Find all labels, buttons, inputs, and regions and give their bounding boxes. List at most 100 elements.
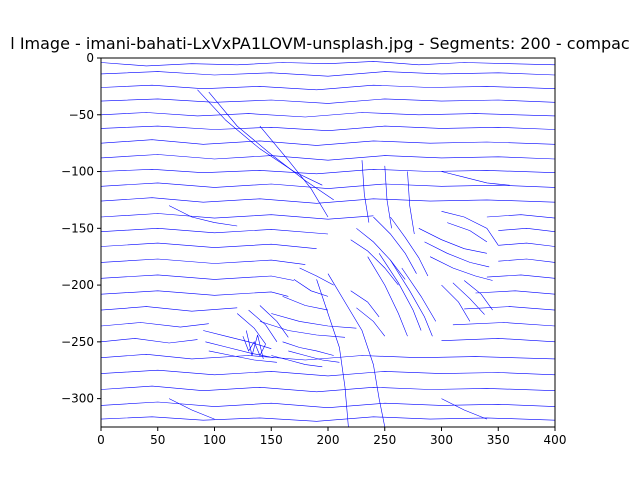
contour-line-57 (464, 280, 493, 311)
contour-line-54 (401, 267, 437, 322)
y-tick-label-6: −300 (61, 392, 94, 406)
contour-line-32 (101, 401, 555, 409)
x-tick-label-4: 200 (317, 433, 340, 447)
contour-line-43 (356, 228, 406, 280)
x-tick-label-2: 100 (203, 433, 226, 447)
y-axis: 0 −50 −100 −150 −200 −250 −300 (61, 51, 101, 406)
contour-line-0 (101, 61, 555, 67)
contour-line-44 (373, 216, 417, 274)
contour-line-5 (101, 125, 555, 132)
y-tick-label-2: −100 (61, 165, 94, 179)
contour-line-46 (418, 228, 487, 254)
contour-line-47 (424, 241, 490, 268)
y-tick-label-4: −200 (61, 278, 94, 292)
contour-line-8 (101, 168, 555, 175)
x-tick-label-0: 0 (97, 433, 105, 447)
contour-line-28 (441, 338, 555, 343)
contour-line-79 (441, 398, 488, 420)
contour-line-73 (271, 355, 323, 368)
contour-line-61 (271, 313, 357, 329)
contour-line-22 (475, 290, 555, 295)
contour-line-40 (384, 165, 392, 229)
x-tick-label-3: 150 (260, 433, 283, 447)
contour-line-24 (464, 306, 555, 311)
contour-line-14 (498, 227, 555, 232)
contour-line-60 (282, 296, 329, 311)
contour-line-38 (316, 279, 349, 427)
contour-line-45 (390, 216, 429, 277)
contour-line-13 (101, 227, 329, 235)
contour-line-66 (205, 341, 274, 358)
contour-line-53 (390, 259, 433, 337)
contour-line-19 (101, 274, 294, 281)
contour-line-58 (293, 279, 329, 297)
contour-line-12 (486, 214, 555, 219)
contour-line-23 (101, 306, 238, 312)
contour-line-76 (168, 205, 238, 227)
y-tick-label-1: −50 (69, 108, 94, 122)
contour-line-62 (259, 321, 346, 338)
contour-line-70 (259, 305, 289, 338)
contour-line-27 (101, 338, 198, 344)
contour-line-2 (101, 84, 555, 91)
contour-lines (101, 61, 555, 427)
contour-line-16 (498, 242, 555, 247)
contour-line-20 (486, 274, 555, 279)
contour-line-10 (101, 197, 555, 204)
x-tick-label-8: 400 (544, 433, 567, 447)
contour-line-35 (208, 91, 334, 201)
x-tick-label-7: 350 (487, 433, 510, 447)
contour-line-42 (350, 239, 399, 286)
contour-line-29 (101, 353, 555, 361)
contour-line-63 (350, 290, 380, 318)
contour-line-68 (237, 313, 266, 345)
contour-line-71 (282, 341, 334, 356)
contour-line-48 (429, 256, 493, 281)
contour-line-39 (361, 160, 370, 223)
contour-line-69 (248, 309, 278, 342)
y-tick-label-5: −250 (61, 335, 94, 349)
contour-line-33 (101, 416, 555, 422)
x-axis: 0 50 100 150 200 250 300 350 400 (97, 427, 566, 447)
contour-line-1 (101, 71, 555, 77)
contour-line-59 (299, 267, 334, 286)
contour-line-17 (101, 258, 306, 265)
contour-line-3 (101, 98, 555, 104)
contour-line-67 (208, 350, 277, 363)
contour-line-77 (441, 171, 510, 186)
contour-line-18 (498, 258, 555, 263)
contour-line-55 (441, 284, 471, 322)
contour-line-41 (407, 171, 415, 235)
contour-line-75 (246, 330, 264, 359)
x-tick-label-5: 250 (373, 433, 396, 447)
contour-line-25 (101, 322, 209, 328)
contour-line-52 (378, 253, 422, 331)
contour-line-72 (288, 350, 340, 363)
contour-line-49 (441, 211, 499, 246)
contour-line-6 (101, 139, 555, 146)
contour-line-9 (101, 182, 555, 189)
contour-line-21 (101, 290, 289, 297)
contour-line-26 (452, 322, 555, 327)
y-tick-label-3: −150 (61, 221, 94, 235)
contour-line-15 (101, 242, 317, 249)
contour-line-50 (447, 222, 488, 243)
contour-line-31 (101, 385, 555, 393)
contour-line-64 (356, 307, 386, 337)
contour-line-4 (101, 112, 555, 118)
contour-line-78 (168, 398, 215, 420)
chart-title: l Image - imani-bahati-LxVxPA1LOVM-unspl… (10, 34, 629, 53)
contour-line-30 (101, 369, 555, 377)
x-tick-label-6: 300 (430, 433, 453, 447)
contour-line-34 (197, 89, 323, 186)
contour-line-37 (327, 273, 386, 427)
contour-line-7 (101, 154, 555, 161)
contour-line-11 (101, 213, 374, 220)
x-tick-label-1: 50 (150, 433, 165, 447)
y-tick-label-0: 0 (86, 51, 94, 65)
contour-line-36 (259, 125, 329, 218)
contour-line-56 (452, 282, 485, 315)
contour-line-51 (367, 256, 408, 337)
